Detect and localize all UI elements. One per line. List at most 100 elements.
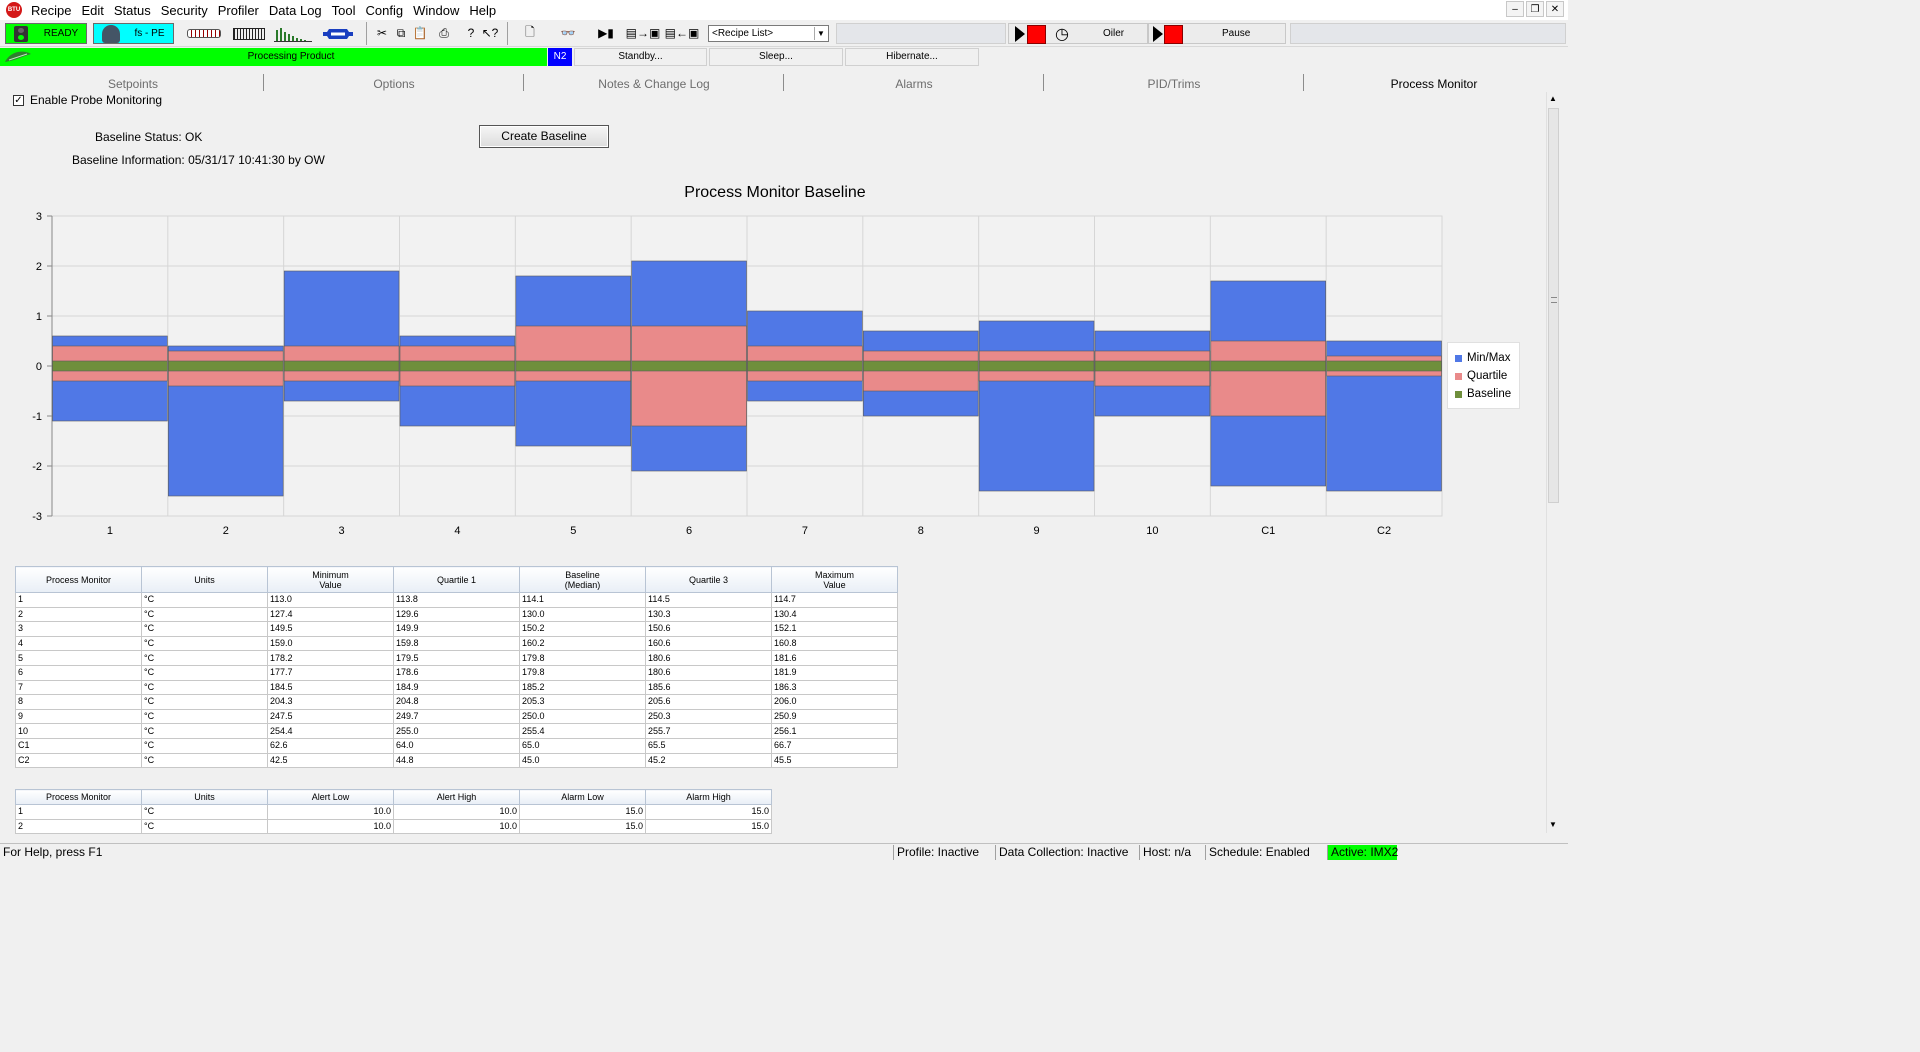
- table-cell[interactable]: 15.0: [519, 804, 646, 820]
- chevron-down-icon[interactable]: ▼: [814, 27, 827, 40]
- column-header[interactable]: Baseline (Median): [519, 566, 646, 593]
- table-cell[interactable]: 66.7: [771, 737, 898, 754]
- table-cell[interactable]: 45.2: [645, 752, 772, 769]
- column-header[interactable]: Quartile 3: [645, 566, 772, 593]
- run-icon[interactable]: ▶▮: [598, 26, 614, 40]
- table-cell[interactable]: 45.0: [519, 752, 646, 769]
- oiler-control[interactable]: ◷ Oiler: [1008, 23, 1148, 44]
- table-cell[interactable]: 1: [15, 592, 142, 608]
- table-cell[interactable]: 44.8: [393, 752, 520, 769]
- menu-status[interactable]: Status: [113, 2, 151, 18]
- table-cell[interactable]: 5: [15, 650, 142, 666]
- table-cell[interactable]: 114.5: [645, 592, 772, 608]
- table-cell[interactable]: °C: [141, 606, 268, 623]
- recipe-list-select[interactable]: <Recipe List> ▼: [708, 25, 829, 42]
- table-cell[interactable]: 249.7: [393, 708, 520, 725]
- view-glasses-icon[interactable]: 👓: [560, 26, 576, 40]
- connector-icon[interactable]: [184, 23, 224, 44]
- table-cell[interactable]: 127.4: [267, 606, 394, 623]
- table-cell[interactable]: 179.8: [519, 664, 646, 681]
- column-header[interactable]: Alert Low: [267, 789, 394, 805]
- table-cell[interactable]: 113.8: [393, 592, 520, 608]
- table-cell[interactable]: 181.9: [771, 664, 898, 681]
- table-cell[interactable]: 204.8: [393, 694, 520, 710]
- table-cell[interactable]: 178.2: [267, 650, 394, 666]
- table-cell[interactable]: °C: [141, 694, 268, 710]
- table-cell[interactable]: 180.6: [645, 664, 772, 681]
- load-from-disk-icon[interactable]: ▤←▣: [664, 26, 700, 40]
- table-cell[interactable]: 65.0: [519, 737, 646, 754]
- table-row[interactable]: 1 °C 113.0 113.8 114.1 114.5 114.7: [15, 592, 898, 608]
- new-document-icon[interactable]: 🗋: [525, 24, 535, 39]
- table-cell[interactable]: °C: [141, 664, 268, 681]
- table-cell[interactable]: 152.1: [771, 621, 898, 637]
- table-cell[interactable]: °C: [141, 737, 268, 754]
- table-row[interactable]: C1 °C 62.6 64.0 65.0 65.5 66.7: [15, 737, 898, 754]
- tab-alarms[interactable]: Alarms: [895, 77, 933, 91]
- minimize-icon[interactable]: –: [1506, 1, 1524, 17]
- table-cell[interactable]: 62.6: [267, 737, 394, 754]
- table-row[interactable]: 1 °C 10.0 10.0 15.0 15.0: [15, 804, 772, 820]
- table-cell[interactable]: 250.9: [771, 708, 898, 725]
- enable-probe-checkbox[interactable]: ✓: [13, 94, 24, 106]
- ready-indicator[interactable]: READY: [5, 23, 87, 44]
- table-row[interactable]: 10 °C 254.4 255.0 255.4 255.7 256.1: [15, 723, 898, 739]
- tab-setpoints[interactable]: Setpoints: [107, 77, 159, 91]
- table-cell[interactable]: 185.6: [645, 679, 772, 696]
- table-cell[interactable]: 130.3: [645, 606, 772, 623]
- vertical-scrollbar[interactable]: ▲ ▼: [1546, 92, 1560, 833]
- tab-notes-change-log[interactable]: Notes & Change Log: [598, 77, 710, 91]
- table-cell[interactable]: 184.5: [267, 679, 394, 696]
- paste-icon[interactable]: 📋: [412, 26, 428, 40]
- scrollbar-thumb[interactable]: [1548, 108, 1559, 503]
- table-cell[interactable]: 3: [15, 621, 142, 637]
- print-icon[interactable]: ⎙: [439, 25, 449, 40]
- table-cell[interactable]: 149.9: [393, 621, 520, 637]
- table-cell[interactable]: 256.1: [771, 723, 898, 739]
- user-indicator[interactable]: fs - PE: [93, 23, 174, 44]
- table-cell[interactable]: C1: [15, 737, 142, 754]
- table-cell[interactable]: 181.6: [771, 650, 898, 666]
- table-row[interactable]: 2 °C 10.0 10.0 15.0 15.0: [15, 818, 772, 835]
- table-cell[interactable]: 10: [15, 723, 142, 739]
- table-row[interactable]: 4 °C 159.0 159.8 160.2 160.6 160.8: [15, 635, 898, 652]
- menu-tool[interactable]: Tool: [331, 2, 356, 18]
- menu-config[interactable]: Config: [365, 2, 404, 18]
- table-cell[interactable]: C2: [15, 752, 142, 769]
- table-cell[interactable]: 2: [15, 606, 142, 623]
- table-cell[interactable]: 42.5: [267, 752, 394, 769]
- column-header[interactable]: Quartile 1: [393, 566, 520, 593]
- table-cell[interactable]: 159.0: [267, 635, 394, 652]
- table-cell[interactable]: 45.5: [771, 752, 898, 769]
- table-cell[interactable]: 8: [15, 694, 142, 710]
- table-cell[interactable]: 250.0: [519, 708, 646, 725]
- table-cell[interactable]: 4: [15, 635, 142, 652]
- table-cell[interactable]: 179.5: [393, 650, 520, 666]
- table-cell[interactable]: 2: [15, 818, 142, 835]
- table-cell[interactable]: 255.0: [393, 723, 520, 739]
- table-cell[interactable]: 206.0: [771, 694, 898, 710]
- table-cell[interactable]: 129.6: [393, 606, 520, 623]
- menu-window[interactable]: Window: [413, 2, 460, 18]
- column-header[interactable]: Minimum Value: [267, 566, 394, 593]
- table-cell[interactable]: 15.0: [645, 818, 772, 835]
- table-cell[interactable]: °C: [141, 621, 268, 637]
- table-cell[interactable]: °C: [141, 752, 268, 769]
- pause-control[interactable]: Pause: [1148, 23, 1286, 44]
- table-cell[interactable]: 185.2: [519, 679, 646, 696]
- table-cell[interactable]: 254.4: [267, 723, 394, 739]
- cut-icon[interactable]: ✂: [376, 26, 388, 40]
- table-cell[interactable]: °C: [141, 818, 268, 835]
- help-icon[interactable]: ?: [467, 26, 475, 40]
- table-cell[interactable]: 179.8: [519, 650, 646, 666]
- table-cell[interactable]: 1: [15, 804, 142, 820]
- tab-process-monitor[interactable]: Process Monitor: [1390, 77, 1478, 91]
- standby-button[interactable]: Standby...: [574, 48, 707, 66]
- table-cell[interactable]: °C: [141, 592, 268, 608]
- table-cell[interactable]: 113.0: [267, 592, 394, 608]
- scroll-up-icon[interactable]: ▲: [1549, 94, 1557, 103]
- column-header[interactable]: Maximum Value: [771, 566, 898, 593]
- table-row[interactable]: 9 °C 247.5 249.7 250.0 250.3 250.9: [15, 708, 898, 725]
- create-baseline-button[interactable]: Create Baseline: [479, 125, 609, 148]
- table-cell[interactable]: 7: [15, 679, 142, 696]
